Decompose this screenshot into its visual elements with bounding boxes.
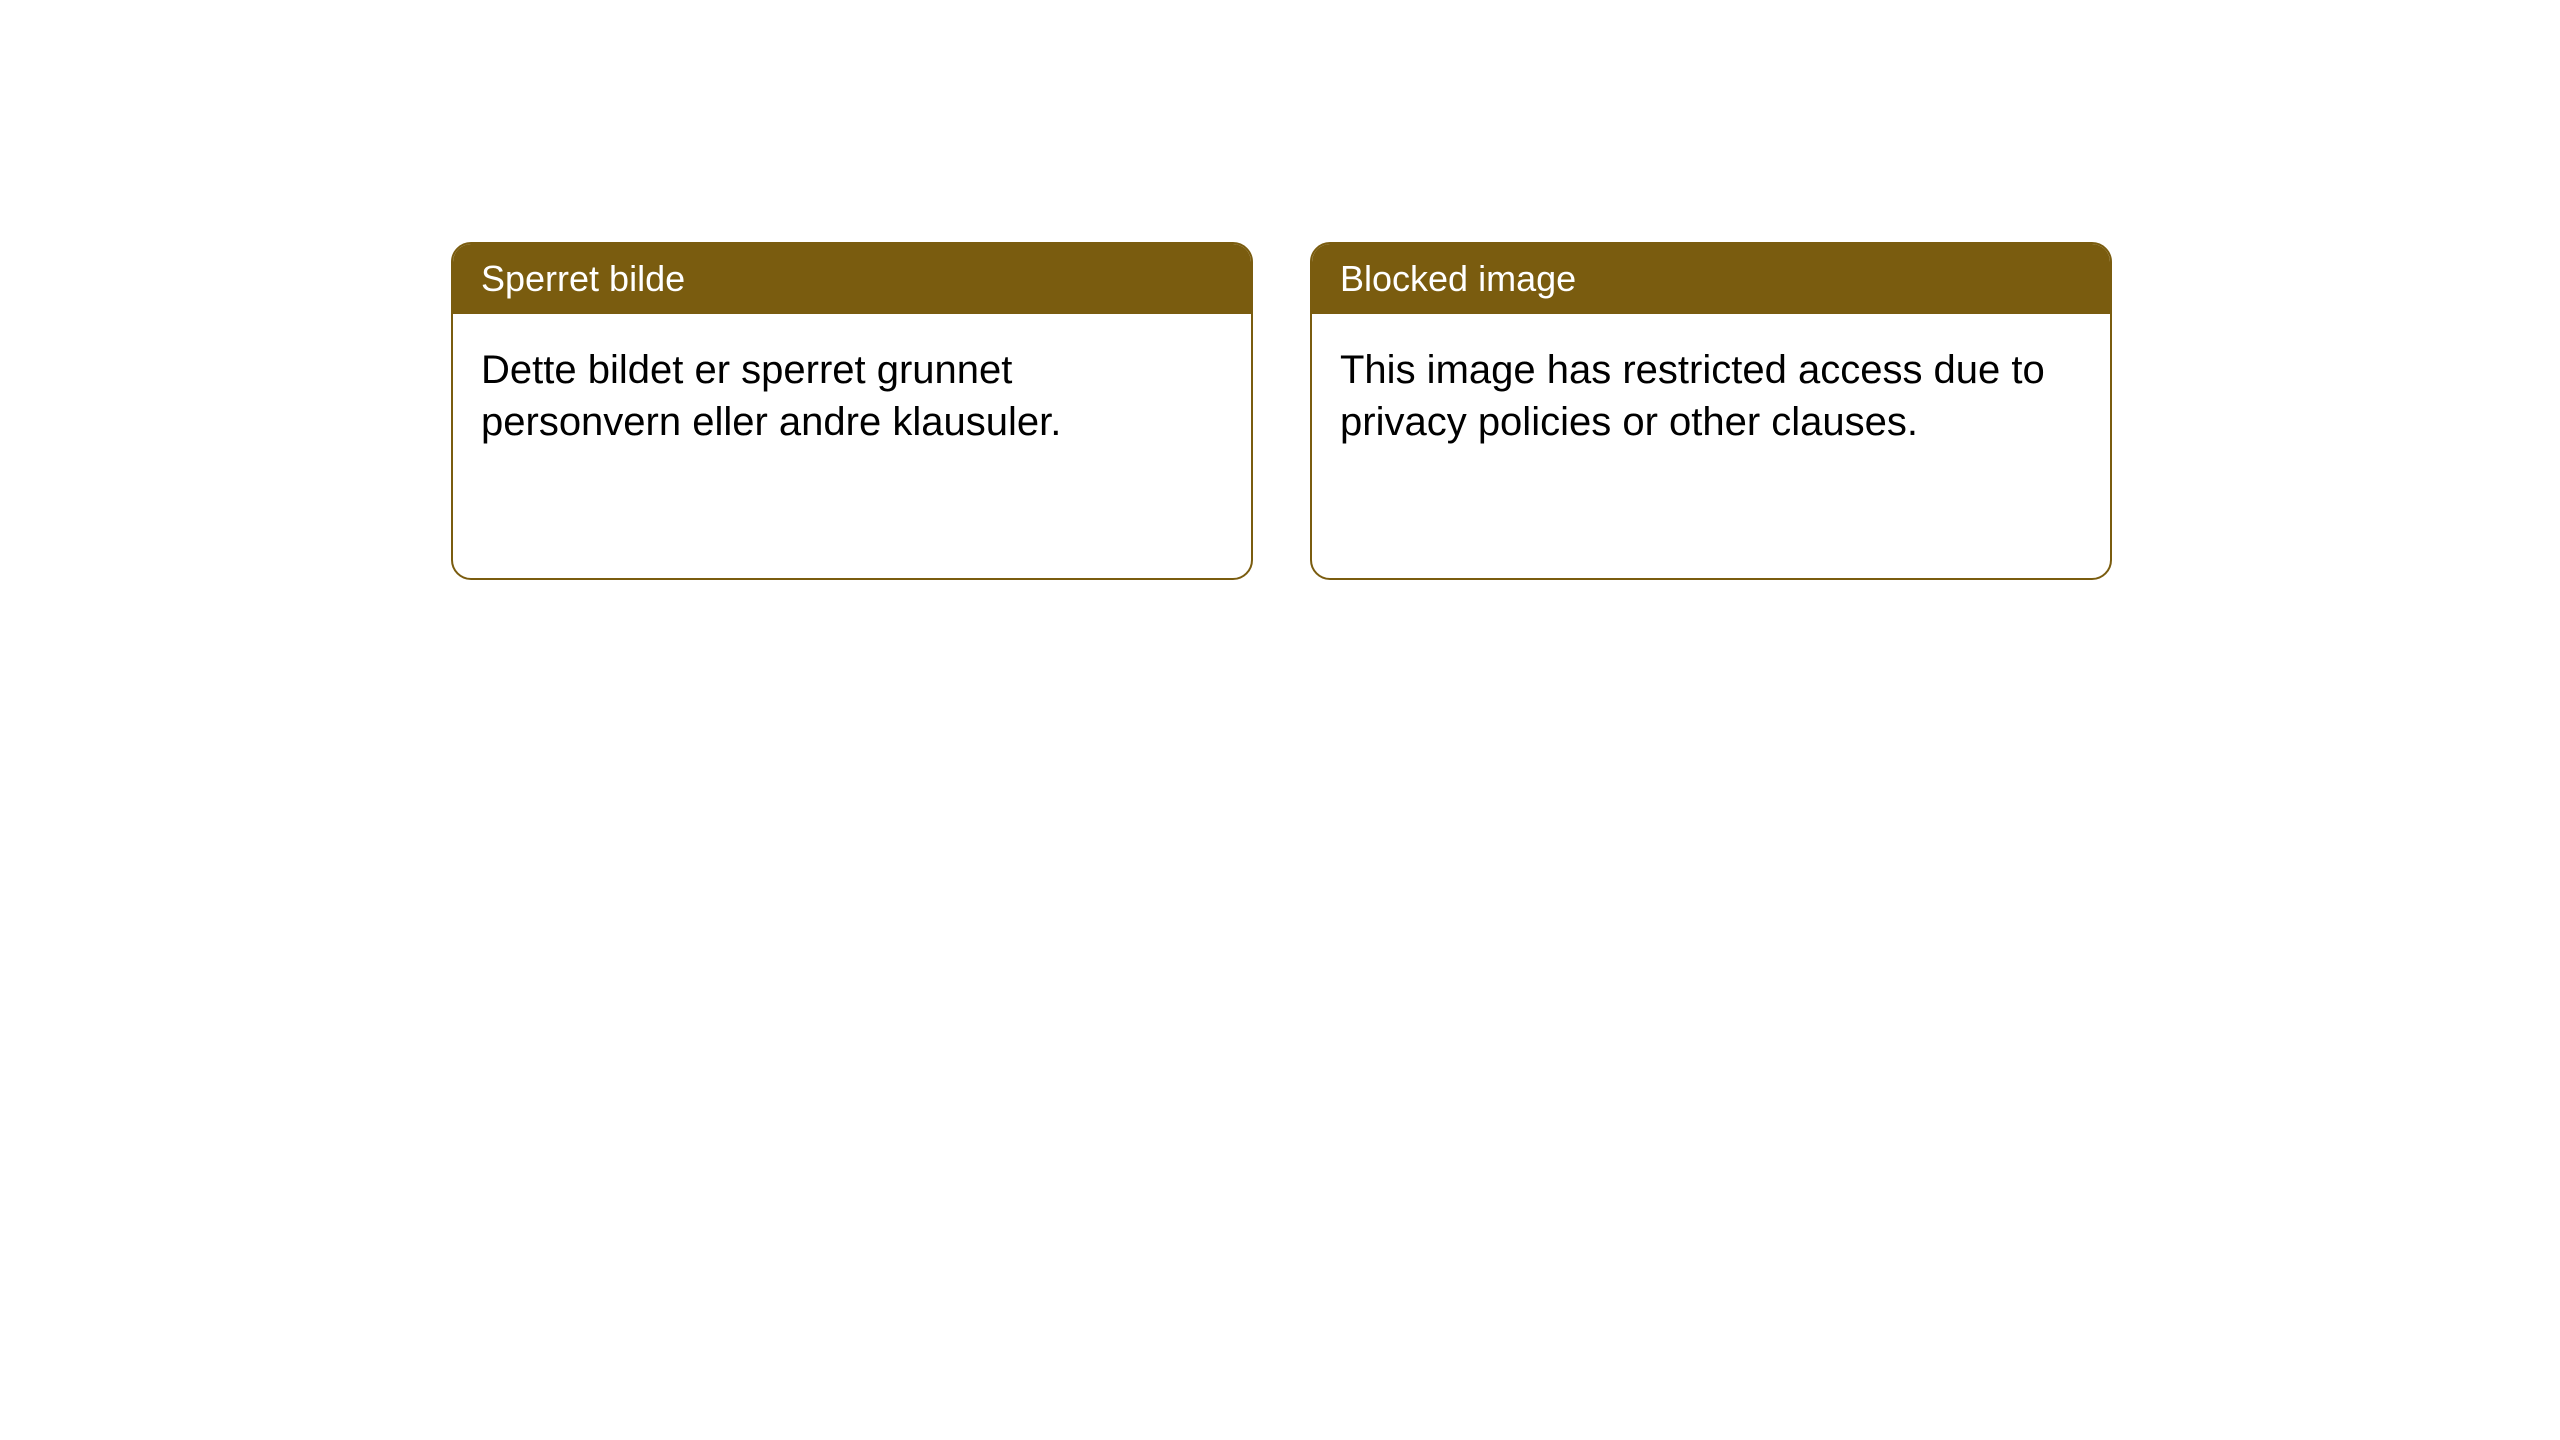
notice-card-english: Blocked image This image has restricted … <box>1310 242 2112 580</box>
card-header: Blocked image <box>1312 244 2110 314</box>
notice-cards-container: Sperret bilde Dette bildet er sperret gr… <box>451 242 2112 580</box>
card-message: Dette bildet er sperret grunnet personve… <box>481 348 1061 444</box>
card-title: Blocked image <box>1340 258 1576 299</box>
card-message: This image has restricted access due to … <box>1340 348 2045 444</box>
card-body: This image has restricted access due to … <box>1312 314 2110 478</box>
notice-card-norwegian: Sperret bilde Dette bildet er sperret gr… <box>451 242 1253 580</box>
card-title: Sperret bilde <box>481 258 685 299</box>
card-body: Dette bildet er sperret grunnet personve… <box>453 314 1251 478</box>
card-header: Sperret bilde <box>453 244 1251 314</box>
